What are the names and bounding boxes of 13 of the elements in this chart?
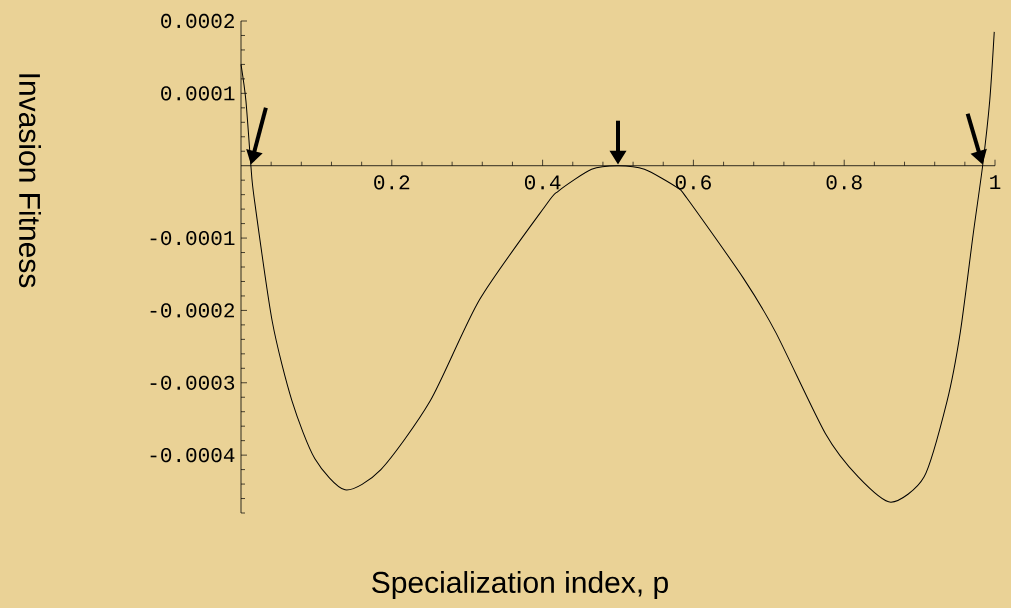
x-tick-label: 0.4	[524, 175, 561, 190]
x-tick-label: 0.2	[374, 175, 410, 190]
y-tick-label: 0.0002	[161, 13, 234, 29]
y-tick-label: -0.0002	[150, 303, 234, 318]
y-axis-title: Invasion Fitness	[18, 74, 42, 288]
x-tick-label: 0.6	[675, 175, 711, 190]
y-tick-label: 0.0001	[161, 86, 235, 101]
x-tick-label: 1	[990, 175, 1001, 190]
x-axis-title: Specialization index, p	[372, 571, 668, 599]
x-tick-label: 0.8	[826, 175, 862, 190]
y-tick-label: -0.0001	[150, 230, 235, 246]
y-tick-label: -0.0004	[150, 447, 235, 463]
y-tick-label: -0.0003	[150, 375, 235, 390]
